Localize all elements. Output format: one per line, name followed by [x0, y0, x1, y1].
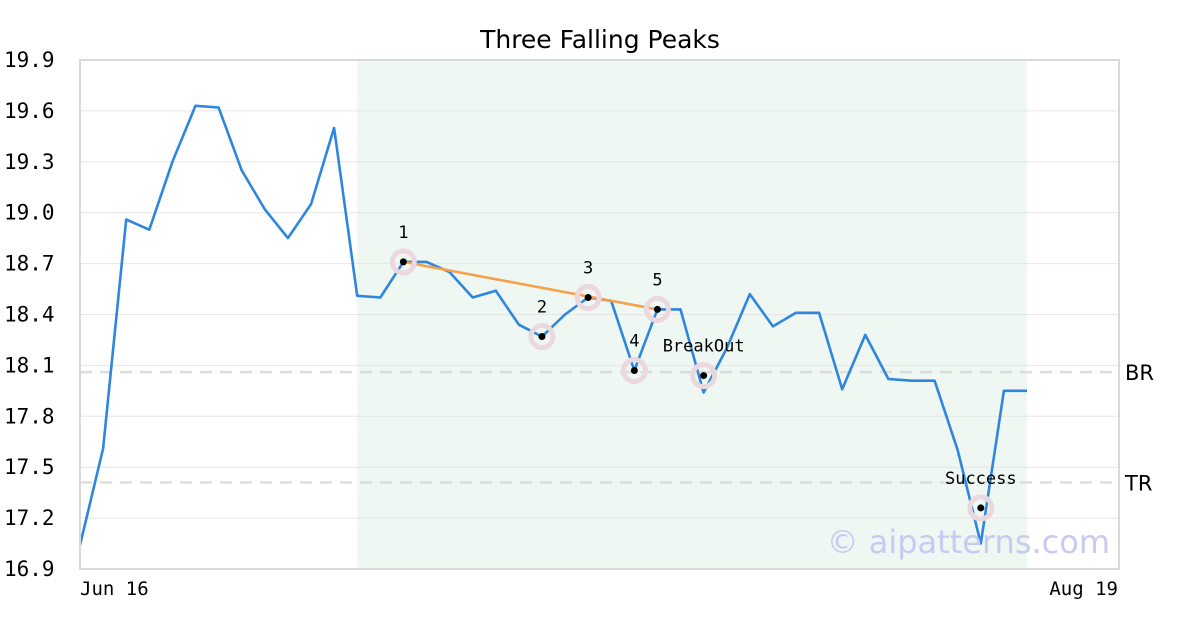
x-tick-label: Jun 16 [80, 578, 149, 600]
x-axis-ticks: Jun 16 Aug 19 [80, 578, 1118, 600]
watermark: © aipatterns.com [827, 523, 1110, 561]
marker-label-4: 4 [629, 331, 639, 351]
marker-ring-3 [574, 284, 602, 312]
marker-dot-1 [399, 258, 407, 266]
y-tick-label: 19.9 [4, 48, 55, 72]
trendline [403, 260, 658, 311]
pattern-markers: 1 2 3 4 5 BreakOut Success [389, 223, 1017, 522]
y-tick-label: 17.2 [4, 506, 55, 530]
y-tick-label: 17.8 [4, 404, 55, 428]
peak-trendline [403, 260, 658, 311]
marker-label-5: 5 [652, 270, 662, 290]
marker-label-1: 1 [398, 223, 408, 243]
marker-dot-success [977, 504, 985, 512]
marker-dot-5 [653, 305, 661, 313]
plot-frame [79, 59, 1120, 570]
reference-lines: BR TR [80, 361, 1154, 495]
marker-dot-3 [584, 294, 592, 302]
y-tick-label: 17.5 [4, 455, 55, 479]
marker-ring-success [967, 494, 995, 522]
y-tick-label: 16.9 [4, 557, 55, 581]
marker-label-success: Success [945, 469, 1017, 489]
y-axis-ticks: 19.9 19.6 19.3 19.0 18.7 18.4 18.1 17.8 17.5 17.2… [4, 48, 55, 581]
marker-dot-breakout [700, 372, 708, 380]
reference-label-tr: TR [1124, 471, 1152, 495]
price-line [78, 104, 1027, 546]
marker-ring-breakout [690, 362, 718, 390]
y-tick-label: 19.6 [4, 99, 55, 123]
price-series [78, 104, 1027, 546]
marker-label-2: 2 [537, 298, 547, 318]
marker-ring-2 [528, 323, 556, 351]
marker-label-3: 3 [583, 259, 593, 279]
y-tick-label: 19.3 [4, 150, 55, 174]
y-tick-label: 19.0 [4, 201, 55, 225]
reference-label-br: BR [1125, 361, 1154, 385]
x-tick-label: Aug 19 [1049, 578, 1118, 600]
chart-title: Three Falling Peaks [479, 25, 720, 54]
marker-ring-5 [643, 295, 671, 323]
marker-ring-4 [620, 356, 648, 384]
marker-label-breakout: BreakOut [663, 337, 745, 357]
y-tick-label: 18.1 [4, 353, 55, 377]
y-tick-label: 18.7 [4, 252, 55, 276]
y-tick-label: 18.4 [4, 303, 55, 327]
marker-dot-2 [538, 333, 546, 341]
marker-dot-4 [630, 366, 638, 374]
marker-ring-1 [389, 248, 417, 276]
